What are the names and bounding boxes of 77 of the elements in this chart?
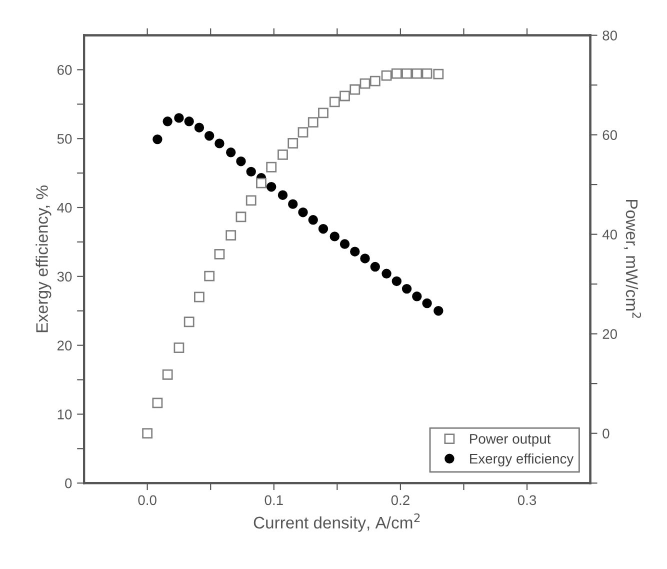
point xyxy=(256,178,266,188)
point xyxy=(381,70,392,81)
point xyxy=(412,68,422,79)
y2-tick-label: 40 xyxy=(602,230,618,240)
legend-label: Power output xyxy=(470,434,551,447)
point xyxy=(204,131,214,141)
point xyxy=(422,68,432,79)
y-tick-label: 10 xyxy=(58,410,72,420)
point xyxy=(278,149,288,160)
point xyxy=(194,122,204,132)
y-tick-label: 30 xyxy=(57,272,72,282)
point xyxy=(174,113,184,123)
point xyxy=(142,428,153,439)
point xyxy=(288,199,298,209)
x-tick-label: 0.0 xyxy=(138,495,156,506)
point xyxy=(298,127,308,138)
point xyxy=(236,156,246,166)
x-axis-title: Current density, A/cm$^{2}$ xyxy=(254,513,420,532)
point xyxy=(246,166,256,177)
point xyxy=(308,215,318,225)
y2-tick-label: 0 xyxy=(602,428,610,438)
point xyxy=(391,68,402,79)
point xyxy=(350,246,360,256)
point xyxy=(266,162,277,172)
point xyxy=(226,148,236,158)
point xyxy=(340,239,350,249)
point xyxy=(308,117,318,128)
x-tick-label: 0.3 xyxy=(518,495,536,506)
point xyxy=(278,190,288,200)
point xyxy=(433,68,444,80)
y2-tick-label: 20 xyxy=(602,329,618,339)
point xyxy=(402,284,412,294)
y-tick-label: 40 xyxy=(57,202,72,213)
point xyxy=(370,262,380,272)
point xyxy=(162,116,172,126)
point xyxy=(318,224,328,234)
y-axis-title: Exergy efficiency, % xyxy=(36,186,52,332)
point xyxy=(266,182,276,192)
point xyxy=(214,248,225,260)
x-tick-label: 0.1 xyxy=(264,495,283,506)
y-tick-label: 0 xyxy=(65,478,72,488)
y-tick-label: 50 xyxy=(57,134,72,144)
point xyxy=(422,298,432,308)
point xyxy=(392,276,402,286)
point xyxy=(152,134,162,144)
legend-label: Exergy efficiency xyxy=(470,453,574,466)
point xyxy=(434,306,444,316)
point xyxy=(184,116,194,126)
point xyxy=(174,342,184,353)
point xyxy=(184,316,194,328)
point xyxy=(298,207,308,218)
point xyxy=(340,90,350,102)
point xyxy=(350,84,360,95)
point xyxy=(214,138,224,148)
point xyxy=(402,68,412,79)
y-tick-label: 60 xyxy=(57,65,72,75)
point xyxy=(204,270,215,282)
point xyxy=(330,232,340,242)
point xyxy=(226,230,236,241)
point xyxy=(288,138,298,148)
point xyxy=(194,292,204,302)
x-tick-label: 0.2 xyxy=(391,495,410,506)
point xyxy=(236,212,246,222)
y2-axis-title: Power, mW/cm$^{2}$ xyxy=(624,200,642,318)
point xyxy=(318,108,328,118)
y2-tick-label: 60 xyxy=(602,130,618,140)
point xyxy=(412,292,422,302)
y-tick-label: 20 xyxy=(57,340,72,350)
point xyxy=(246,195,256,206)
point xyxy=(360,78,370,89)
point xyxy=(329,96,340,108)
point xyxy=(370,76,380,86)
y2-tick-label: 80 xyxy=(602,30,618,40)
point xyxy=(382,268,392,279)
point xyxy=(360,254,370,264)
point xyxy=(162,369,173,380)
point xyxy=(152,398,163,408)
